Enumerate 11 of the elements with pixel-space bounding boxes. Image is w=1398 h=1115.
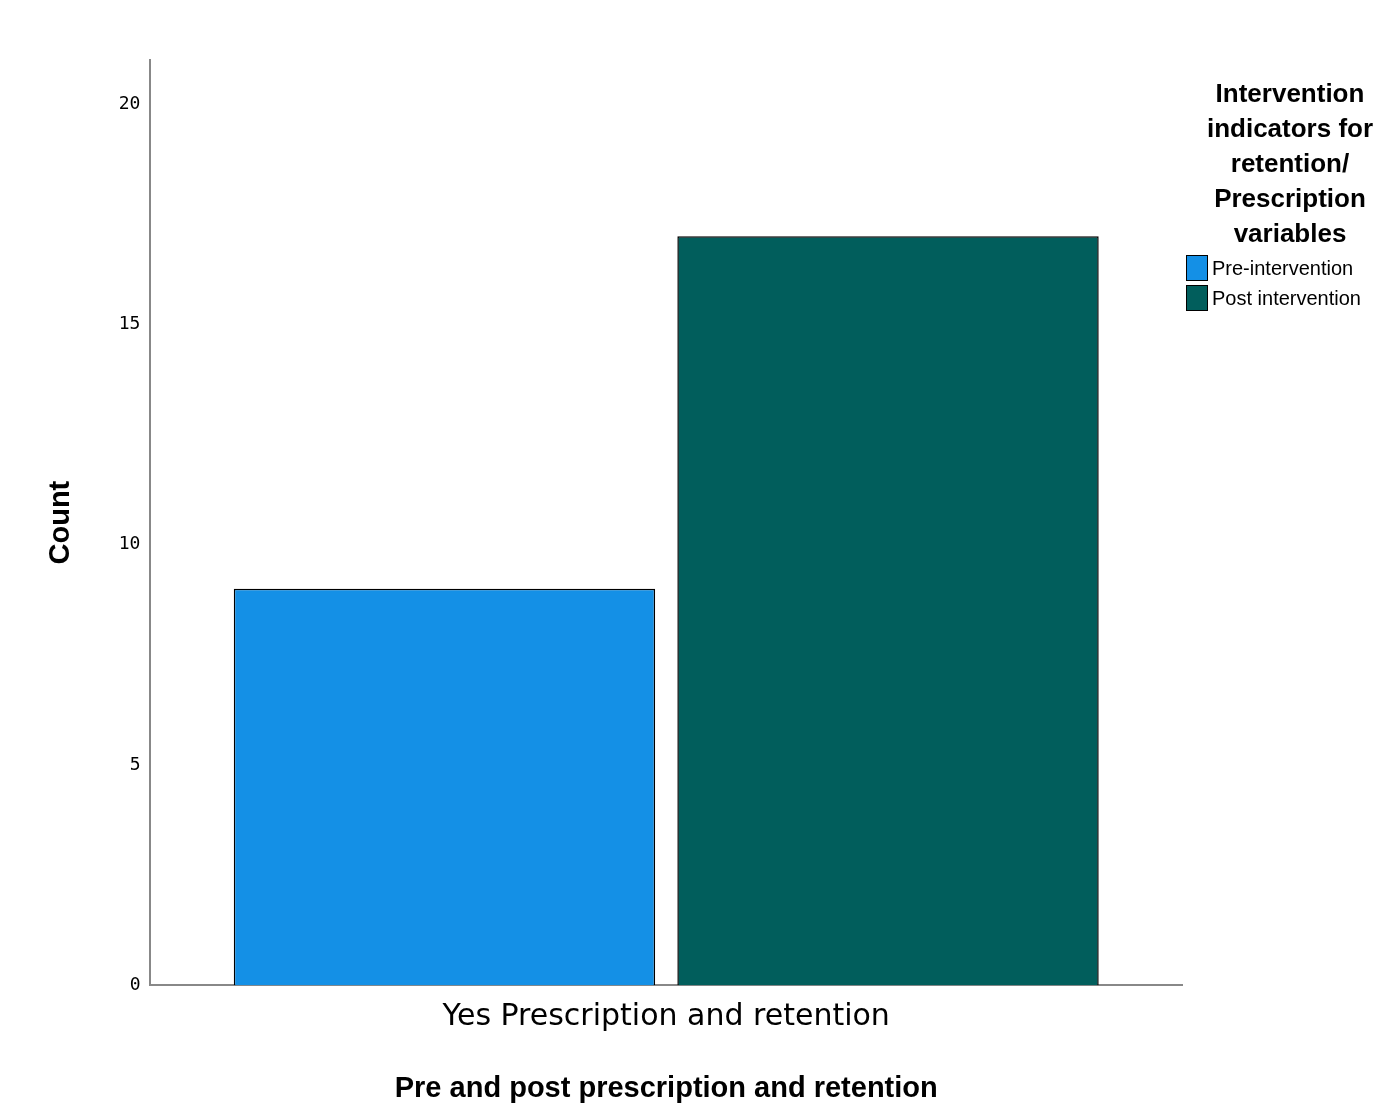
- y-axis-title: Count: [43, 480, 76, 565]
- y-tick-label: 5: [129, 752, 141, 774]
- legend-label: Post intervention: [1212, 286, 1361, 310]
- legend-label: Pre-intervention: [1212, 256, 1354, 280]
- y-tick-label: 10: [118, 532, 141, 554]
- x-tick-label: Yes Prescription and retention: [441, 997, 890, 1032]
- y-tick-label: 15: [118, 312, 141, 334]
- y-tick-label: 20: [118, 91, 141, 113]
- y-tick-label: 0: [129, 972, 141, 994]
- legend-title: Intervention indicators for retention/ Prescription variables: [1205, 77, 1375, 250]
- x-axis-title: Pre and post prescription and retention: [394, 1070, 938, 1103]
